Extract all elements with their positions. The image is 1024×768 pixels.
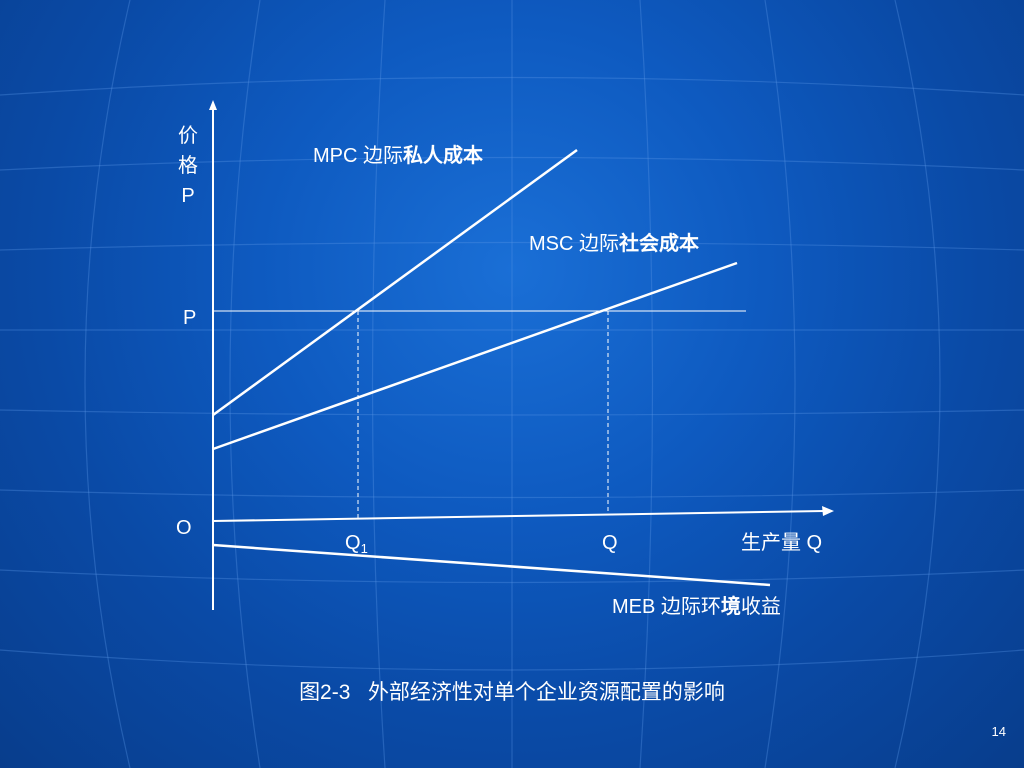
q1-subscript: 1 <box>360 541 368 556</box>
mpc-curve <box>212 148 578 417</box>
msc-curve <box>212 261 738 451</box>
y-axis-label: 价 格 P <box>176 121 200 211</box>
figure-caption: 图2-3 外部经济性对单个企业资源配置的影响 <box>0 676 1024 706</box>
mpc-abbr: MPC <box>313 145 358 167</box>
msc-rest: 社会成本 <box>619 233 700 255</box>
x-axis-label: 生产量 Q <box>741 532 823 554</box>
mpc-label: MPC 边际私人成本 <box>313 146 483 166</box>
x-axis-arrow <box>822 506 834 516</box>
meb-curve <box>212 543 771 587</box>
figure-number: 图2-3 <box>299 681 351 704</box>
q1-letter: Q <box>345 532 361 554</box>
msc-abbr: MSC <box>529 233 574 255</box>
meb-abbr: MEB <box>612 596 656 618</box>
x-axis <box>212 510 825 522</box>
meb-prefix: 边际环 <box>660 596 721 618</box>
mpc-prefix: 边际 <box>363 145 404 167</box>
y-axis-label-char-2: 格 <box>178 155 198 177</box>
meb-label: MEB 边际环境收益 <box>612 597 781 617</box>
page-number: 14 <box>991 724 1006 739</box>
q-label: Q <box>602 532 618 554</box>
origin-label: O <box>176 517 192 539</box>
msc-prefix: 边际 <box>579 233 620 255</box>
q1-label: Q1 <box>345 533 368 555</box>
y-axis-label-char-1: 价 <box>178 125 198 147</box>
price-label: P <box>183 307 197 329</box>
msc-label: MSC 边际社会成本 <box>529 234 699 254</box>
meb-rest: 收益 <box>740 596 781 618</box>
y-axis-arrow <box>209 100 217 110</box>
figure-title: 外部经济性对单个企业资源配置的影响 <box>367 681 725 704</box>
y-axis-label-char-3: P <box>181 185 195 207</box>
meb-bold: 境 <box>720 596 741 618</box>
mpc-rest: 私人成本 <box>403 145 484 167</box>
